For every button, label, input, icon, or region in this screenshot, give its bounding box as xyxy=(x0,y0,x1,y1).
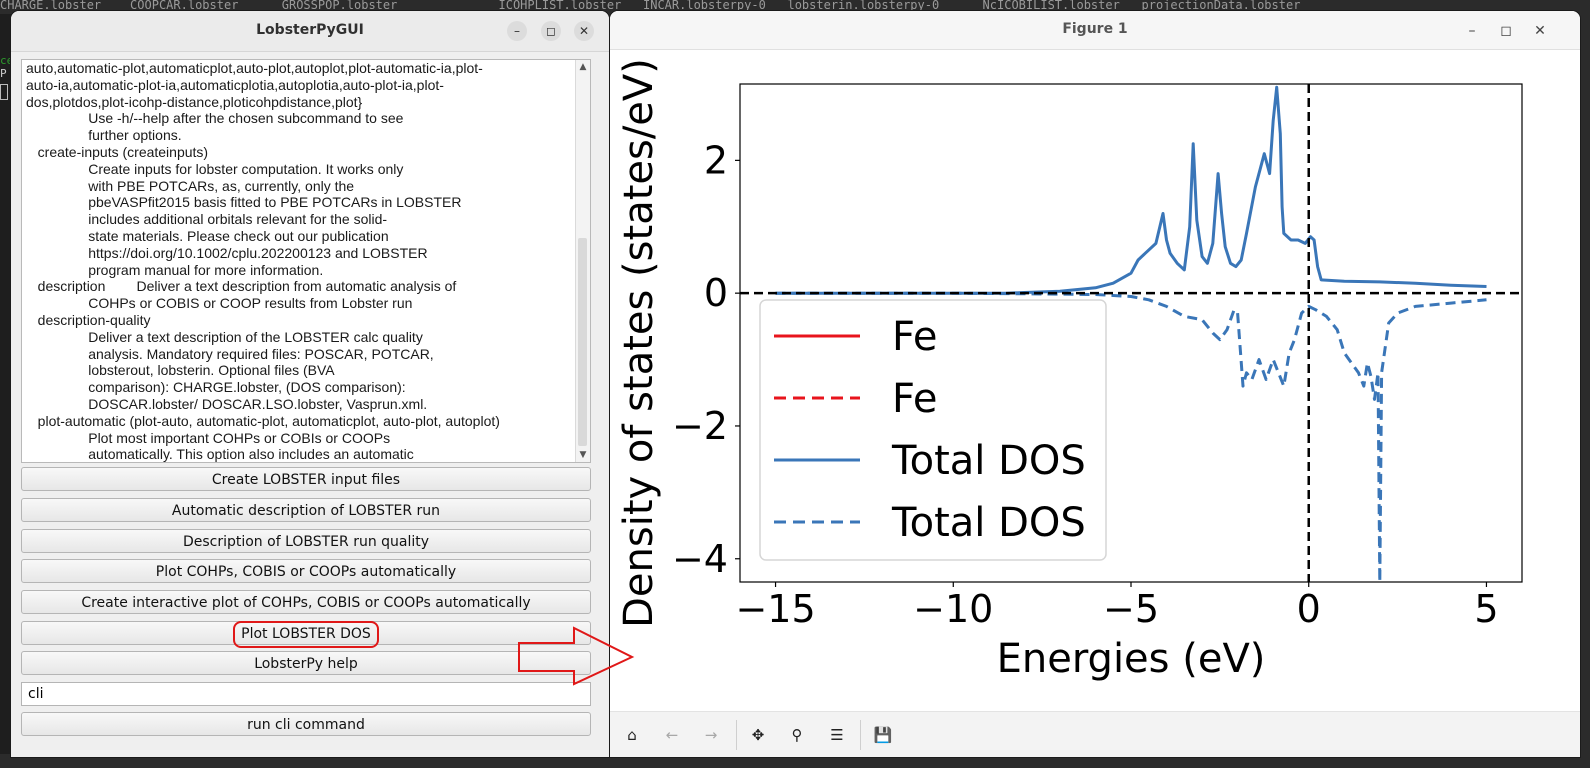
toolbar-separator xyxy=(736,720,737,750)
help-output-scrollbar[interactable]: ▲ ▼ xyxy=(575,60,590,462)
x-tick-label: −10 xyxy=(913,587,993,631)
help-line: further options. xyxy=(26,127,182,144)
y-tick-label: 2 xyxy=(704,138,728,182)
legend-box xyxy=(759,299,1107,561)
help-line: automatically. This option also includes… xyxy=(26,446,414,463)
y-axis-label: Density of states (states/eV) xyxy=(616,58,662,628)
legend-label: Fe xyxy=(892,314,937,360)
back-icon[interactable]: ← xyxy=(665,726,679,744)
legend-label: Fe xyxy=(892,376,937,422)
help-line: COHPs or COBIS or COOP results from Lobs… xyxy=(26,295,413,312)
help-line: includes additional orbitals relevant fo… xyxy=(26,211,388,228)
help-line: comparison): CHARGE.lobster, (DOS compar… xyxy=(26,379,406,396)
help-line: analysis. Mandatory required files: POSC… xyxy=(26,345,434,362)
help-line: program manual for more information. xyxy=(26,261,324,278)
x-tick-label: −15 xyxy=(735,587,815,631)
x-tick-label: −5 xyxy=(1103,587,1159,631)
help-line: create-inputs (createinputs) xyxy=(26,143,209,160)
automatic-description-button[interactable]: Automatic description of LOBSTER run xyxy=(21,498,591,522)
help-output-lines: auto,automatic-plot,automaticplot,auto-p… xyxy=(26,60,574,463)
terminal-fragment: P xyxy=(0,67,7,80)
help-line: description Deliver a text description f… xyxy=(26,278,457,295)
background-terminal-file-list: CHARGE.lobster COOPCAR.lobster GROSSPOP.… xyxy=(0,0,1301,12)
help-line: Use -h/--help after the chosen subcomman… xyxy=(26,110,404,127)
create-inputs-button[interactable]: Create LOBSTER input files xyxy=(21,467,591,491)
annotation-arrow xyxy=(518,626,635,686)
legend-label: Total DOS xyxy=(891,438,1086,484)
legend-label: Total DOS xyxy=(891,500,1086,546)
pan-icon[interactable]: ✥ xyxy=(751,726,765,744)
help-line: Plot most important COHPs or COBIs or CO… xyxy=(26,429,391,446)
dos-plot-area[interactable]: −15 −10 −5 0 5 −4 −2 0 2 Energies (eV) Density of … xyxy=(610,50,1580,710)
window-title: LobsterPyGUI xyxy=(256,22,364,38)
forward-icon[interactable]: → xyxy=(704,726,718,744)
interactive-plot-button[interactable]: Create interactive plot of COHPs, COBIS … xyxy=(21,590,591,614)
button-label: LobsterPy help xyxy=(254,656,358,672)
y-tick-label: 0 xyxy=(704,271,728,315)
help-line: pbeVASPfit2015 basis fitted to PBE POTCA… xyxy=(26,194,462,211)
maximize-icon[interactable]: ◻ xyxy=(541,21,561,41)
highlight-ring xyxy=(233,621,379,648)
plot-dos-button[interactable]: Plot LOBSTER DOS xyxy=(21,621,591,648)
button-label: Description of LOBSTER run quality xyxy=(182,534,430,550)
help-line: Deliver a text description of the LOBSTE… xyxy=(26,328,423,345)
scroll-up-icon[interactable]: ▲ xyxy=(579,62,587,72)
button-label: Create LOBSTER input files xyxy=(211,472,401,488)
gui-titlebar[interactable]: LobsterPyGUI – ◻ ✕ xyxy=(11,11,609,52)
button-label: Automatic description of LOBSTER run xyxy=(171,503,441,519)
background-terminal-edge: ce P xyxy=(0,14,14,754)
save-icon[interactable]: 💾 xyxy=(873,726,893,744)
figure-titlebar[interactable]: Figure 1 – ◻ ✕ xyxy=(610,11,1580,50)
close-icon[interactable]: ✕ xyxy=(1534,23,1546,39)
terminal-fragment: ce xyxy=(0,54,14,67)
figure-window: Figure 1 – ◻ ✕ −15 −10 −5 0 5 −4 −2 0 2 Energies … xyxy=(610,11,1580,757)
help-output-textbox[interactable]: auto,automatic-plot,automaticplot,auto-p… xyxy=(21,59,591,463)
help-line: DOSCAR.lobster/ DOSCAR.LSO.lobster, Vasp… xyxy=(26,395,428,412)
maximize-icon[interactable]: ◻ xyxy=(1500,23,1512,39)
button-label: Create interactive plot of COHPs, COBIS … xyxy=(81,595,531,611)
help-line: dos,plotdos,plot-icohp-distance,ploticoh… xyxy=(26,93,363,110)
button-label: Plot LOBSTER DOS xyxy=(233,621,379,648)
help-line: Create inputs for lobster computation. I… xyxy=(26,160,404,177)
home-icon[interactable]: ⌂ xyxy=(627,726,637,744)
x-tick-label: 5 xyxy=(1474,587,1498,631)
minimize-icon[interactable]: – xyxy=(507,21,527,41)
help-line: plot-automatic (plot-auto, automatic-plo… xyxy=(26,412,500,429)
zoom-icon[interactable]: ⚲ xyxy=(791,726,803,744)
lobsterpy-help-button[interactable]: LobsterPy help xyxy=(21,651,591,675)
description-quality-button[interactable]: Description of LOBSTER run quality xyxy=(21,529,591,553)
y-tick-label: −4 xyxy=(672,537,728,581)
toolbar-separator xyxy=(860,720,861,750)
series-line-3 xyxy=(775,291,1487,582)
button-label: Plot COHPs, COBIS or COOPs automatically xyxy=(155,564,457,580)
x-axis-label: Energies (eV) xyxy=(997,636,1266,682)
minimize-icon[interactable]: – xyxy=(1468,23,1476,39)
plot-dos-label: Plot LOBSTER DOS xyxy=(241,626,371,642)
figure-title: Figure 1 xyxy=(1062,21,1128,37)
close-icon[interactable]: ✕ xyxy=(574,21,594,41)
help-line: lobsterout, lobsterin. Optional files (B… xyxy=(26,362,335,379)
button-label: run cli command xyxy=(247,717,365,733)
help-line: state materials. Please check out our pu… xyxy=(26,227,389,244)
cli-command-input[interactable] xyxy=(21,682,591,706)
terminal-cursor xyxy=(0,84,8,100)
x-tick-label: 0 xyxy=(1297,587,1321,631)
series-line-2 xyxy=(775,85,1487,295)
help-line: description-quality xyxy=(26,311,151,328)
help-line: https://doi.org/10.1002/cplu.202200123 a… xyxy=(26,244,428,261)
help-line: with PBE POTCARs, as, currently, only th… xyxy=(26,177,355,194)
y-tick-label: −2 xyxy=(672,404,728,448)
run-cli-command-button[interactable]: run cli command xyxy=(21,712,591,736)
help-line: auto,automatic-plot,automaticplot,auto-p… xyxy=(26,60,483,76)
help-line: auto-ia,automatic-plot-ia,automaticploti… xyxy=(26,76,444,93)
scrollbar-thumb[interactable] xyxy=(578,238,587,446)
lobsterpygui-window: LobsterPyGUI – ◻ ✕ auto,automatic-plot,a… xyxy=(11,11,609,757)
dos-chart: −15 −10 −5 0 5 −4 −2 0 2 Energies (eV) Density of … xyxy=(616,58,1523,682)
figure-toolbar: ⌂ ← → ✥ ⚲ ☰ 💾 xyxy=(610,711,1580,757)
configure-icon[interactable]: ☰ xyxy=(830,726,844,744)
scroll-down-icon[interactable]: ▼ xyxy=(579,450,587,460)
plot-automatic-button[interactable]: Plot COHPs, COBIS or COOPs automatically xyxy=(21,559,591,583)
